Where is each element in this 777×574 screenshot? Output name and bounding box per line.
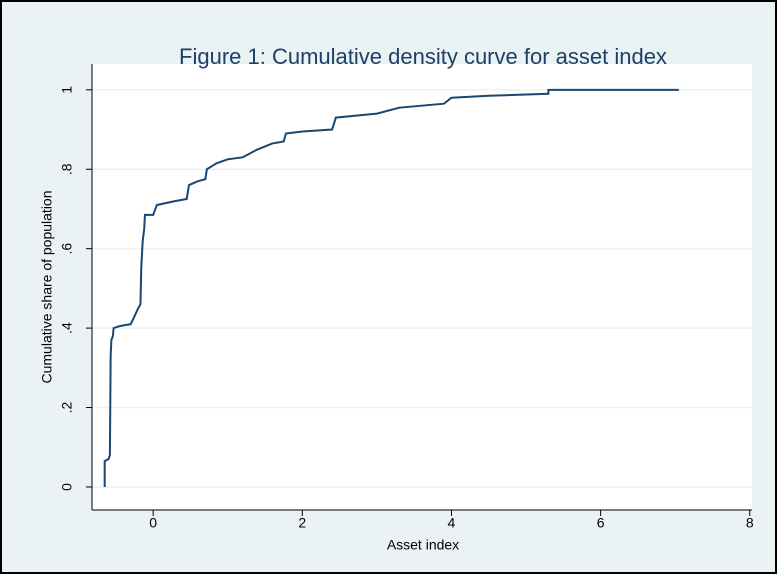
x-tick-label: 0 [149,515,157,531]
x-tick-label: 8 [746,515,754,531]
x-tick-label: 6 [597,515,605,531]
y-tick-label: .2 [59,401,75,413]
plot-region [92,64,752,510]
y-tick-label: .4 [59,322,75,334]
y-tick-label: 0 [59,483,75,491]
y-tick-label: .8 [59,163,75,175]
x-axis-label: Asset index [387,537,459,553]
data-line [103,88,679,487]
x-tick-label: 4 [448,515,456,531]
y-tick-label: .6 [59,243,75,255]
chart-title: Figure 1: Cumulative density curve for a… [179,44,667,69]
y-tick-label: 1 [59,86,75,94]
y-axis-label: Cumulative share of population [39,190,55,383]
x-tick-label: 2 [298,515,306,531]
